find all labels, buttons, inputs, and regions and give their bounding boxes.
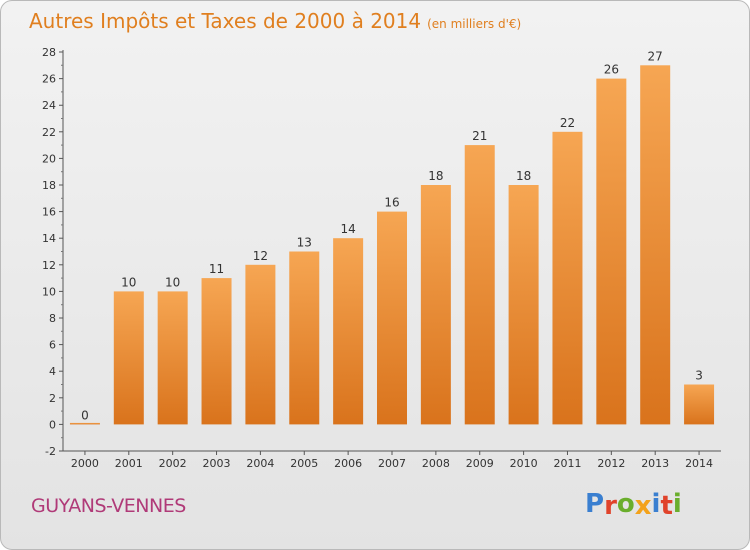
- bar-2001: [113, 291, 144, 425]
- title-text: Autres Impôts et Taxes de 2000 à 2014: [29, 9, 422, 33]
- bar-2006: [333, 238, 364, 425]
- x-tick-label: 2009: [466, 457, 494, 470]
- bar-2000: [69, 422, 100, 425]
- y-tick-label: 10: [42, 285, 56, 298]
- x-tick-label: 2012: [597, 457, 625, 470]
- bar-value-label: 21: [472, 129, 487, 143]
- logo-letter: o: [616, 489, 635, 519]
- x-tick-label: 2013: [641, 457, 669, 470]
- bar-value-label: 13: [297, 236, 312, 250]
- bar-2004: [245, 264, 276, 425]
- title-unit: (en milliers d'€): [427, 17, 522, 31]
- bar-2012: [596, 78, 627, 425]
- x-tick-label: 2007: [378, 457, 406, 470]
- bar-value-label: 11: [209, 262, 224, 276]
- bar-2010: [508, 185, 539, 425]
- bar-value-label: 3: [695, 369, 703, 383]
- y-tick-label: 4: [49, 365, 56, 378]
- y-tick-label: 20: [42, 152, 56, 165]
- logo-letter: x: [634, 491, 652, 521]
- y-tick-label: 22: [42, 126, 56, 139]
- bar-value-label: 22: [560, 116, 575, 130]
- bar-2002: [157, 291, 188, 425]
- logo-letter: P: [585, 489, 605, 519]
- bar-value-label: 10: [121, 275, 136, 289]
- y-tick-label: 16: [42, 206, 56, 219]
- x-tick-label: 2011: [553, 457, 581, 470]
- logo-letter: t: [660, 491, 673, 521]
- x-tick-label: 2000: [71, 457, 99, 470]
- bar-value-label: 18: [428, 169, 443, 183]
- x-tick-label: 2014: [685, 457, 713, 470]
- logo-letter: i: [672, 489, 682, 519]
- bar-2013: [640, 65, 671, 425]
- y-tick-label: 6: [49, 339, 56, 352]
- y-tick-label: 14: [42, 232, 56, 245]
- bar-2007: [377, 211, 407, 425]
- x-axis: 2000 2001 2002 2003 2004 2005 2006 2007 2008 2009…: [63, 450, 721, 470]
- bar-value-label: 0: [81, 408, 89, 422]
- x-tick-label: 2002: [159, 457, 187, 470]
- bar-2005: [289, 251, 320, 425]
- bar-value-label: 12: [253, 249, 268, 263]
- y-tick-label: -2: [45, 445, 56, 458]
- bar-2009: [464, 145, 495, 425]
- commune-name: GUYANS-VENNES: [31, 495, 186, 517]
- y-tick-label: 26: [42, 73, 56, 86]
- x-tick-label: 2010: [510, 457, 538, 470]
- y-tick-label: 18: [42, 179, 56, 192]
- logo-letter: r: [604, 491, 617, 521]
- x-tick-label: 2004: [246, 457, 274, 470]
- bar-value-label: 26: [604, 63, 619, 77]
- y-tick-label: 2: [49, 392, 56, 405]
- chart-title: Autres Impôts et Taxes de 2000 à 2014 (en…: [29, 9, 521, 33]
- bars: 0 10 10 11 12 13 14 16 18 21 18 22 26 27 3: [69, 49, 715, 425]
- bar-value-label: 10: [165, 275, 180, 289]
- bar-2014: [684, 384, 715, 425]
- bar-value-label: 18: [516, 169, 531, 183]
- x-tick-label: 2001: [115, 457, 143, 470]
- x-tick-label: 2003: [203, 457, 231, 470]
- bar-2008: [420, 185, 451, 425]
- bar-value-label: 16: [384, 196, 399, 210]
- x-tick-label: 2008: [422, 457, 450, 470]
- logo-letter: i: [651, 489, 661, 519]
- bar-2003: [201, 278, 232, 425]
- y-tick-label: 24: [42, 99, 56, 112]
- y-tick-label: 0: [49, 418, 56, 431]
- y-tick-label: 8: [49, 312, 56, 325]
- y-tick-label: 28: [42, 46, 56, 59]
- x-tick-label: 2005: [290, 457, 318, 470]
- x-tick-label: 2006: [334, 457, 362, 470]
- bar-value-label: 14: [340, 222, 355, 236]
- bar-value-label: 27: [648, 49, 663, 63]
- bar-2011: [552, 131, 583, 425]
- y-tick-label: 12: [42, 259, 56, 272]
- proxiti-logo: Proxiti: [585, 489, 682, 521]
